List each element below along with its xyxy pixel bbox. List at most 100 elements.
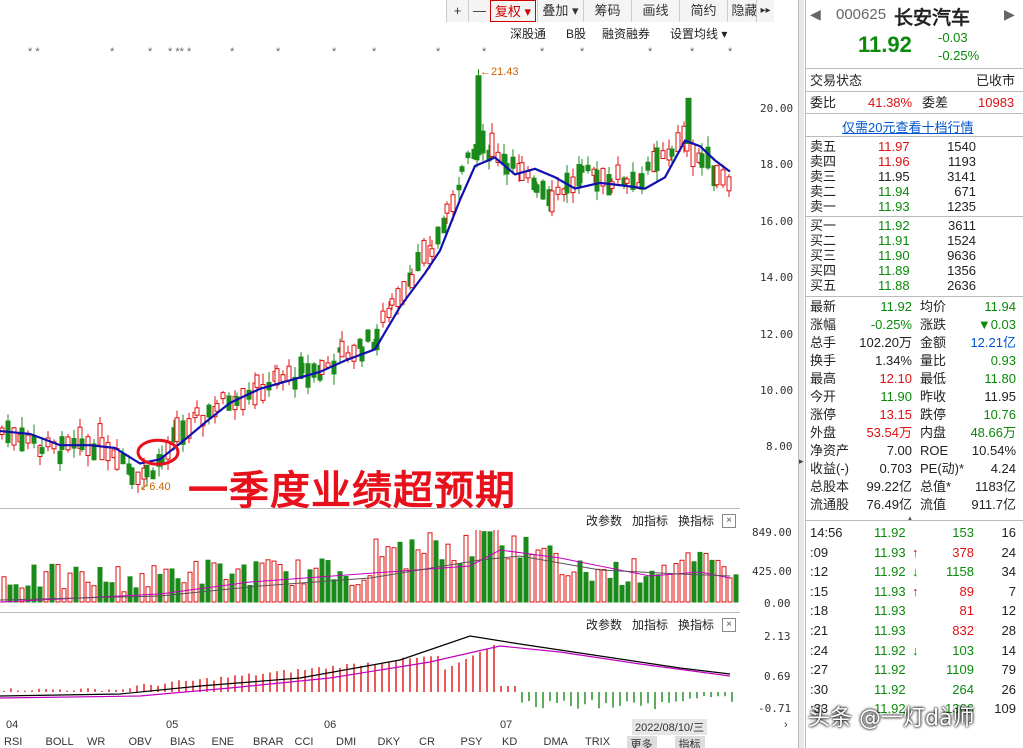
ask-price: 11.97 [878, 139, 910, 154]
indicator-tab-wr[interactable]: WR [87, 736, 106, 748]
tick-time: :18 [810, 603, 829, 619]
more-arrow-icon[interactable]: ▸▸ [756, 0, 774, 22]
indicator-tab-cr[interactable]: CR [419, 736, 435, 748]
vol-params-button[interactable]: 改参数 [586, 514, 623, 528]
macd-params-button[interactable]: 改参数 [586, 618, 623, 632]
volume-bar [337, 571, 343, 603]
overlay-dropdown[interactable]: 叠加 ▾ [537, 0, 583, 22]
stat-label: 最高 [810, 371, 837, 386]
stat-value: 102.20万 [859, 335, 912, 350]
volume-bar [379, 556, 385, 603]
volume-bar [715, 559, 721, 603]
ma-settings-dropdown[interactable]: 设置均线 ▾ [670, 27, 728, 41]
ask-row: 卖二 11.94 671 [810, 183, 1020, 201]
volume-bar [61, 588, 67, 603]
collapse-arrow-icon[interactable]: ▸ [799, 456, 804, 466]
month-label: 07 [500, 719, 513, 731]
tick-time: :12 [810, 564, 829, 580]
tick-row: :15 11.93 ↑ 89 7 [810, 583, 1020, 601]
stat-label: 净资产 [810, 443, 850, 458]
stock-code: 000625 [836, 6, 887, 23]
vol-tick: 849.00 [752, 526, 792, 539]
indicator-tab-psy[interactable]: PSY [460, 736, 483, 748]
candle-body [351, 344, 357, 362]
indicator-tab-dmi[interactable]: DMI [336, 736, 357, 748]
volume-bar [523, 536, 529, 603]
volume-bar [415, 549, 421, 603]
volume-bar [313, 567, 319, 603]
stat-label: 昨收 [920, 389, 947, 404]
candle-body [685, 97, 692, 144]
tick-price: 11.92 [874, 564, 906, 580]
volume-bar [229, 573, 235, 603]
volume-bar [499, 545, 505, 603]
candle-body [135, 471, 141, 486]
bid-row: 买二 11.91 1524 [810, 232, 1020, 250]
tick-row: :27 11.92 1109 79 [810, 661, 1020, 679]
macd-tick: -0.71 [758, 702, 792, 715]
indicator-tab-obv[interactable]: OBV [128, 736, 152, 748]
hk-connect-link[interactable]: 深股通 [510, 27, 547, 41]
month-label: 06 [324, 719, 337, 731]
indicator-tab-dky[interactable]: DKY [377, 736, 401, 748]
adjust-rights-dropdown[interactable]: 复权 ▾ [490, 0, 536, 22]
volume-bar [403, 568, 409, 603]
indicator-tab-trix[interactable]: TRIX [585, 736, 611, 748]
level2-promo-link[interactable]: 仅需20元查看十档行情 [842, 120, 974, 135]
quote-panel: ◀ 000625 长安汽车 ▶ 11.92 -0.03 -0.25% 交易状态 … [805, 0, 1023, 748]
volume-bar [157, 573, 163, 603]
vol-close-icon[interactable]: × [722, 514, 736, 528]
prev-stock-icon[interactable]: ◀ [810, 6, 821, 22]
simple-mode-button[interactable]: 简约 [679, 0, 727, 22]
indicator-tab-kd[interactable]: KD [502, 736, 518, 748]
vol-change-indicator-button[interactable]: 换指标 [678, 514, 715, 528]
stats-row: 总股本 99.22亿 总值* 1183亿 [810, 478, 1020, 496]
indicator-tab-brar[interactable]: BRAR [253, 736, 284, 748]
volume-bar [583, 571, 589, 603]
indicator-tab-rsi[interactable]: RSI [4, 736, 23, 748]
tick-count: 26 [1001, 681, 1016, 697]
margin-trading-link[interactable]: 融资融券 [602, 27, 651, 41]
tick-arrow: ↓ [912, 564, 919, 580]
scroll-right-icon[interactable]: › [784, 719, 788, 731]
indicator-tab-指标[interactable]: 指标 [674, 736, 705, 748]
zoom-in-button[interactable]: + [446, 0, 468, 22]
indicator-tab-dma[interactable]: DMA [543, 736, 568, 748]
b-share-link[interactable]: B股 [566, 27, 587, 41]
tick-price: 11.92 [874, 701, 906, 717]
trade-status-row: 交易状态 已收市 [810, 73, 1016, 88]
chart-subbar: 深股通 B股 融资融券 设置均线 ▾ [0, 24, 740, 44]
hide-button[interactable]: 隐藏 [727, 0, 761, 22]
volume-bar [481, 531, 487, 603]
indicator-tab-cci[interactable]: CCI [294, 736, 314, 748]
candlestick-chart[interactable] [0, 58, 740, 508]
volume-bar [625, 581, 631, 603]
kline-chart-area[interactable]: + — 复权 ▾ 叠加 ▾ 筹码 画线 简约 隐藏 ▸▸ 深股通 B股 融资融券… [0, 0, 800, 748]
macd-close-icon[interactable]: × [722, 618, 736, 632]
volume-bar [577, 560, 583, 603]
tick-row: :30 11.92 264 26 [810, 681, 1020, 699]
volume-bar [73, 566, 79, 603]
expand-arrow-icon[interactable]: ▲ [906, 514, 914, 523]
volume-bar [43, 571, 49, 603]
zoom-out-button[interactable]: — [468, 0, 490, 22]
volume-bar [541, 547, 547, 603]
macd-add-indicator-button[interactable]: 加指标 [632, 618, 669, 632]
next-stock-icon[interactable]: ▶ [1004, 6, 1015, 22]
panel-splitter[interactable]: ▸ [798, 0, 804, 748]
chips-button[interactable]: 筹码 [583, 0, 631, 22]
draw-line-button[interactable]: 画线 [631, 0, 679, 22]
volume-bar [109, 582, 115, 603]
indicator-tab-更多[interactable]: 更多 [626, 736, 657, 748]
tick-time: :30 [810, 681, 829, 697]
price-tick: 10.00 [760, 384, 794, 397]
indicator-tab-bias[interactable]: BIAS [170, 736, 196, 748]
stat-value: 76.49亿 [866, 497, 912, 512]
volume-bar [187, 571, 193, 603]
indicator-tab-ene[interactable]: ENE [211, 736, 235, 748]
stat-value: 4.24 [990, 461, 1016, 476]
indicator-tab-boll[interactable]: BOLL [45, 736, 74, 748]
volume-bar [127, 576, 133, 603]
macd-change-indicator-button[interactable]: 换指标 [678, 618, 715, 632]
vol-add-indicator-button[interactable]: 加指标 [632, 514, 669, 528]
